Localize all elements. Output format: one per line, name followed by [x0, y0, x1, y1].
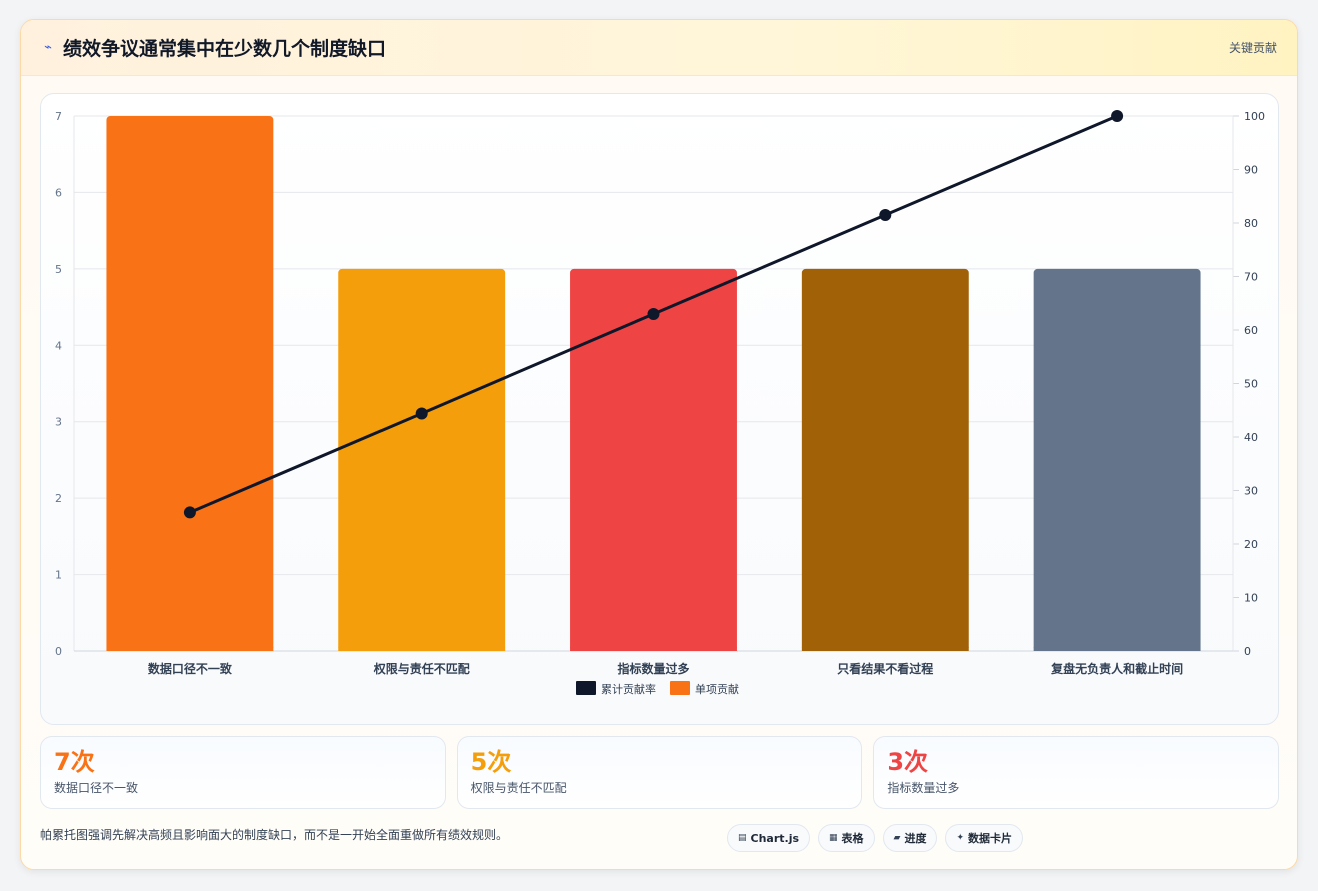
y-tick-label-left: 4 — [55, 339, 62, 352]
y-tick-label-left: 6 — [55, 186, 62, 199]
bar — [801, 268, 969, 651]
title-wrap: ⌁ 绩效争议通常集中在少数几个制度缺口 — [41, 34, 386, 61]
chip-label: Chart.js — [750, 831, 800, 845]
x-tick-label: 权限与责任不匹配 — [373, 661, 470, 676]
stat-label: 权限与责任不匹配 — [470, 781, 567, 795]
stat-value: 7次 — [54, 748, 95, 776]
line-point — [183, 506, 196, 519]
card-footer: 帕累托图强调先解决高频且影响面大的制度缺口，而不是一开始全面重做所有绩效规则。 … — [40, 820, 1279, 860]
chart-card: ⌁ 绩效争议通常集中在少数几个制度缺口 关键贡献 0 1 2 3 4 5 6 7 0 10 20 30… — [20, 19, 1298, 870]
legend-swatch — [670, 681, 690, 695]
bar — [338, 268, 506, 651]
y-tick-label-right: 10 — [1244, 592, 1258, 605]
y-tick-label-right: 50 — [1244, 378, 1258, 391]
chip-data-card[interactable]: ✦ 数据卡片 — [945, 824, 1024, 852]
line-point — [879, 208, 892, 221]
footer-note: 帕累托图强调先解决高频且影响面大的制度缺口，而不是一开始全面重做所有绩效规则。 — [40, 828, 509, 842]
bar-base — [106, 647, 274, 651]
y-tick-label-right: 20 — [1244, 538, 1258, 551]
sparkle-icon: ✦ — [956, 833, 965, 843]
y-tick-label-left: 1 — [55, 569, 62, 582]
stat-card-2: 3次 指标数量过多 — [873, 736, 1280, 809]
card-header: ⌁ 绩效争议通常集中在少数几个制度缺口 关键贡献 — [21, 20, 1297, 76]
stat-card-0: 7次 数据口径不一致 — [40, 736, 446, 809]
tech-chips: ▤ Chart.js ▦ 表格 ▰ 进度 ✦ 数据卡片 — [727, 824, 1024, 852]
progress-icon: ▰ — [893, 833, 901, 843]
stat-card-1: 5次 权限与责任不匹配 — [456, 736, 863, 809]
chip-chartjs[interactable]: ▤ Chart.js — [727, 824, 811, 852]
bar — [106, 116, 274, 651]
y-tick-label-right: 60 — [1244, 324, 1258, 337]
bar-base — [801, 647, 969, 651]
bar-base — [1033, 647, 1201, 651]
y-tick-label-right: 30 — [1244, 485, 1258, 498]
line-point — [415, 407, 428, 420]
x-tick-label: 数据口径不一致 — [148, 661, 233, 676]
header-tag: 关键贡献 — [1228, 41, 1277, 55]
bar-base — [570, 647, 737, 651]
bar — [570, 268, 737, 651]
y-tick-label-left: 3 — [55, 416, 62, 429]
chip-label: 数据卡片 — [968, 832, 1013, 845]
stat-label: 指标数量过多 — [887, 781, 960, 795]
lightning-icon: ⌁ — [44, 40, 52, 55]
x-tick-label: 只看结果不看过程 — [837, 661, 933, 676]
chip-label: 进度 — [904, 832, 927, 845]
line-point — [647, 307, 660, 320]
y-tick-label-left: 5 — [55, 263, 62, 276]
y-tick-label-right: 90 — [1244, 164, 1258, 177]
y-tick-label-left: 2 — [55, 492, 62, 505]
legend-label: 累计贡献率 — [601, 682, 656, 696]
y-tick-label-right: 70 — [1244, 271, 1258, 284]
table-icon: ▦ — [829, 833, 838, 843]
y-tick-label-left: 7 — [55, 110, 62, 123]
x-tick-label: 复盘无负责人和截止时间 — [1050, 661, 1183, 676]
y-tick-label-right: 0 — [1244, 645, 1251, 658]
chip-progress[interactable]: ▰ 进度 — [882, 824, 938, 852]
stat-value: 3次 — [887, 748, 929, 776]
stat-label: 数据口径不一致 — [54, 781, 139, 795]
bar — [1033, 268, 1201, 651]
chip-label: 表格 — [841, 832, 864, 845]
y-tick-label-right: 100 — [1244, 110, 1265, 123]
y-tick-label-left: 0 — [55, 645, 62, 658]
y-tick-label-right: 80 — [1244, 217, 1258, 230]
bar-base — [338, 647, 506, 651]
line-point — [1111, 110, 1124, 122]
chart-title: 绩效争议通常集中在少数几个制度缺口 — [63, 38, 387, 60]
chip-table[interactable]: ▦ 表格 — [818, 824, 875, 852]
stat-cards: 7次 数据口径不一致 5次 权限与责任不匹配 3次 指标数量过多 — [40, 736, 1280, 809]
stat-value: 5次 — [470, 748, 512, 776]
legend-swatch — [576, 681, 596, 695]
legend-label: 单项贡献 — [695, 682, 739, 696]
chart-icon: ▤ — [738, 833, 747, 843]
x-tick-label: 指标数量过多 — [617, 661, 689, 676]
y-tick-label-right: 40 — [1244, 431, 1258, 444]
chart-container: 0 1 2 3 4 5 6 7 0 10 20 30 40 50 60 70 80 90 100 数据口径不一致 权限与… — [40, 93, 1279, 725]
